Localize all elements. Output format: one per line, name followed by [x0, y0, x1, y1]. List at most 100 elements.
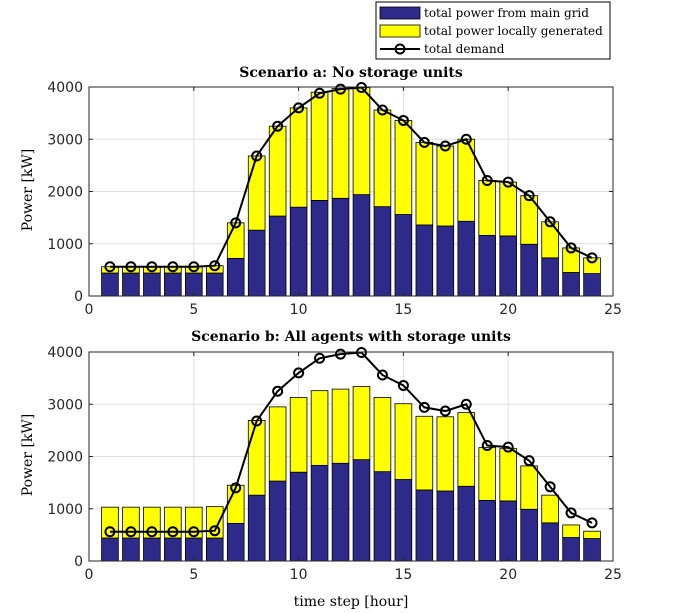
- demand-marker: [125, 526, 137, 538]
- bar-local-power: [268, 406, 287, 482]
- demand-marker: [481, 440, 493, 452]
- demand-marker: [460, 133, 472, 145]
- plot-area-b: 0 5 10 15 20 25 0 1000 2000 3000 4000: [47, 345, 622, 583]
- bar-local-power: [520, 465, 538, 510]
- bar-grid-power: [583, 273, 601, 297]
- bar-local-power: [394, 120, 413, 215]
- bar-grid-power: [205, 537, 224, 562]
- demand-marker: [335, 348, 347, 360]
- demand-marker: [523, 455, 535, 467]
- demand-marker: [502, 176, 514, 188]
- demand-marker: [439, 405, 451, 417]
- demand-marker: [125, 261, 137, 273]
- demand-marker: [544, 481, 556, 493]
- legend-label-demand: total demand: [424, 42, 505, 56]
- bar-grid-power: [164, 272, 182, 297]
- bar-local-power: [310, 390, 329, 466]
- x-tick-label: 25: [604, 302, 622, 318]
- bar-local-power: [457, 412, 476, 487]
- bar-local-power: [478, 180, 497, 236]
- demand-marker: [209, 525, 221, 537]
- bar-grid-power: [562, 272, 580, 297]
- bar-grid-power: [415, 224, 434, 297]
- bar-local-power: [289, 397, 308, 473]
- legend-marker-demand: [394, 43, 406, 55]
- bar-grid-power: [268, 480, 287, 562]
- bar-grid-power: [289, 206, 308, 297]
- bar-local-power: [101, 506, 119, 539]
- plot-area-a: 0 5 10 15 20 25 0 1000 2000 3000 4000: [47, 80, 622, 318]
- y-tick-label: 3000: [47, 132, 83, 148]
- bar-grid-power: [478, 499, 497, 562]
- bar-local-power: [205, 506, 224, 539]
- bar-grid-power: [394, 479, 413, 562]
- x-tick-label: 0: [85, 567, 94, 583]
- bar-grid-power: [373, 206, 392, 297]
- chart-title-a: Scenario a: No storage units: [239, 65, 463, 81]
- demand-marker: [418, 401, 430, 413]
- bar-local-power: [352, 386, 371, 461]
- bar-grid-power: [164, 537, 182, 562]
- demand-marker: [104, 526, 116, 538]
- x-axis-label-b: time step [hour]: [294, 594, 409, 610]
- bar-local-power: [122, 506, 140, 539]
- y-tick-label: 1000: [47, 237, 83, 253]
- bar-local-power: [373, 109, 392, 208]
- demand-marker: [188, 526, 200, 538]
- bar-grid-power: [101, 272, 119, 297]
- bar-grid-power: [226, 522, 245, 562]
- demand-marker: [104, 261, 116, 273]
- bar-grid-power: [310, 199, 329, 297]
- demand-marker: [230, 217, 242, 229]
- legend-patch-local: [379, 24, 421, 38]
- legend-label-local: total power locally generated: [424, 24, 603, 38]
- demand-marker: [586, 517, 598, 529]
- bar-grid-power: [143, 537, 161, 562]
- bar-grid-power: [331, 197, 350, 297]
- bar-grid-power: [583, 538, 601, 562]
- y-tick-label: 0: [74, 289, 83, 305]
- y-axis-label-a: Power [kW]: [20, 149, 36, 232]
- bar-grid-power: [499, 235, 517, 297]
- legend: total power from main grid total power l…: [375, 1, 611, 60]
- x-tick-label: 25: [604, 567, 622, 583]
- demand-marker: [146, 261, 158, 273]
- demand-marker: [397, 114, 409, 126]
- bar-grid-power: [499, 500, 517, 562]
- bar-grid-power: [205, 272, 224, 297]
- demand-marker: [251, 150, 263, 162]
- chart-title-b: Scenario b: All agents with storage unit…: [191, 329, 511, 345]
- bar-local-power: [143, 506, 161, 539]
- bar-grid-power: [457, 485, 476, 562]
- bar-grid-power: [268, 215, 287, 297]
- bar-grid-power: [310, 464, 329, 562]
- y-tick-label: 4000: [47, 80, 83, 96]
- bar-local-power: [352, 87, 371, 196]
- bar-grid-power: [436, 490, 455, 562]
- bar-grid-power: [101, 537, 119, 562]
- demand-marker: [565, 242, 577, 254]
- bar-local-power: [289, 107, 308, 208]
- y-tick-label: 3000: [47, 397, 83, 413]
- subplot-scenario-b: Scenario b: All agents with storage unit…: [20, 329, 622, 610]
- bar-grid-power: [520, 243, 538, 297]
- bar-local-power: [331, 88, 350, 199]
- demand-marker: [188, 261, 200, 273]
- x-tick-label: 10: [290, 302, 308, 318]
- y-tick-label: 4000: [47, 345, 83, 361]
- demand-marker: [460, 398, 472, 410]
- bar-local-power: [415, 141, 434, 226]
- bar-grid-power: [415, 489, 434, 562]
- bar-grid-power: [520, 508, 538, 562]
- legend-patch-grid: [379, 6, 421, 20]
- bar-grid-power: [122, 537, 140, 562]
- bar-grid-power: [331, 462, 350, 562]
- bar-local-power: [583, 257, 601, 274]
- x-tick-label: 5: [189, 302, 198, 318]
- demand-marker: [272, 120, 284, 132]
- bar-grid-power: [478, 234, 497, 297]
- bar-grid-power: [394, 214, 413, 297]
- bar-local-power: [268, 125, 287, 217]
- x-tick-label: 15: [394, 567, 412, 583]
